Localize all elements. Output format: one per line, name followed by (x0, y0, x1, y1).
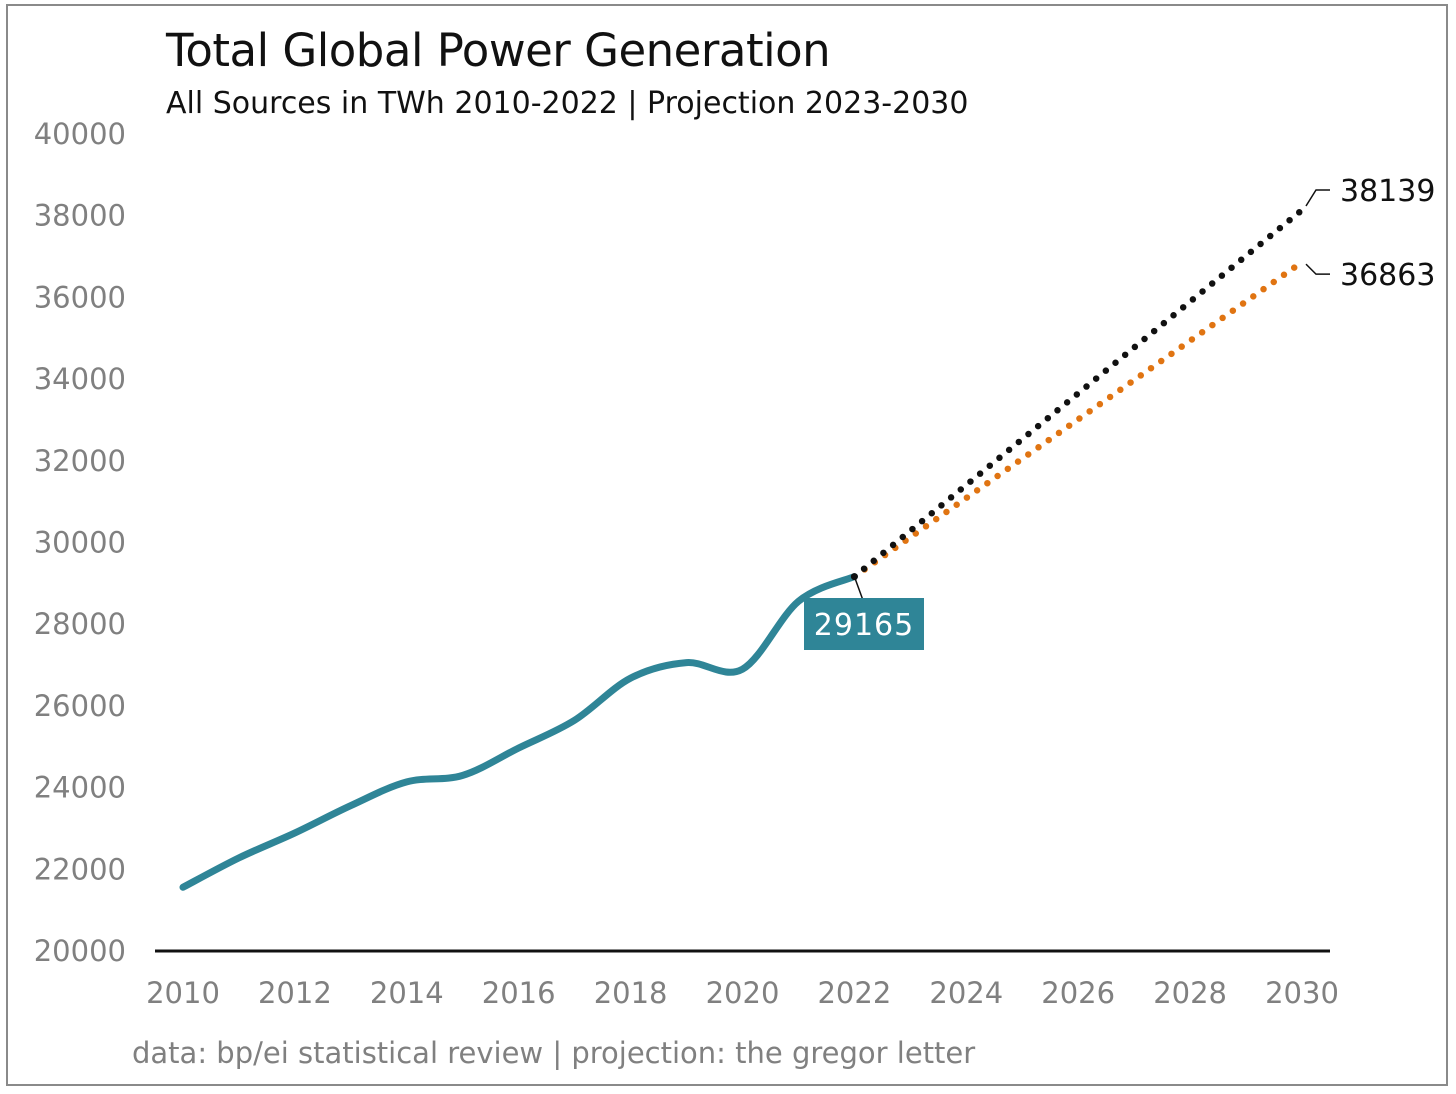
projection-high-dotted-line (851, 206, 1306, 580)
x-tick-label: 2018 (594, 976, 668, 1010)
chart-frame (6, 4, 1448, 1086)
annotation-label-box (804, 598, 924, 650)
y-tick-label: 34000 (34, 362, 126, 396)
y-tick-label: 22000 (34, 852, 126, 886)
annotation-leader-line (1305, 189, 1330, 207)
annotation-leader-line (1305, 263, 1330, 275)
y-tick-label: 32000 (34, 444, 126, 478)
y-axis: 20000 22000 24000 26000 28000 30000 32000 34000… (34, 117, 1330, 968)
x-tick-label: 2024 (929, 976, 1003, 1010)
annotation-label-38139: 38139 (1340, 174, 1435, 209)
chart-source-note: data: bp/ei statistical review | project… (132, 1036, 976, 1070)
x-tick-label: 2014 (370, 976, 444, 1010)
x-tick-label: 2012 (258, 976, 332, 1010)
x-axis: 2010 2012 2014 2016 2018 2020 2022 2024 2026 2028… (146, 976, 1339, 1010)
chart-subtitle: All Sources in TWh 2010-2022 | Projectio… (166, 86, 969, 121)
y-tick-label: 20000 (34, 934, 126, 968)
y-tick-label: 28000 (34, 607, 126, 641)
annotation-label-29165: 29165 (814, 608, 914, 643)
x-tick-label: 2010 (146, 976, 220, 1010)
y-tick-label: 24000 (34, 771, 126, 805)
y-tick-label: 38000 (34, 199, 126, 233)
y-tick-label: 30000 (34, 526, 126, 560)
annotation-leader-line (853, 576, 864, 599)
x-tick-label: 2030 (1265, 976, 1339, 1010)
x-tick-label: 2016 (482, 976, 556, 1010)
projection-low-dotted-line (851, 258, 1306, 580)
historical-series-line (179, 573, 858, 891)
series-layer (179, 206, 1306, 891)
y-tick-label: 40000 (34, 117, 126, 151)
x-tick-label: 2022 (817, 976, 891, 1010)
chart-title: Total Global Power Generation (166, 24, 831, 77)
y-tick-label: 36000 (34, 280, 126, 314)
x-tick-label: 2020 (706, 976, 780, 1010)
x-tick-label: 2026 (1041, 976, 1115, 1010)
annotation-layer: 29165 38139 36863 (804, 174, 1435, 650)
annotation-label-36863: 36863 (1340, 258, 1435, 293)
y-tick-label: 26000 (34, 689, 126, 723)
x-tick-label: 2028 (1153, 976, 1227, 1010)
